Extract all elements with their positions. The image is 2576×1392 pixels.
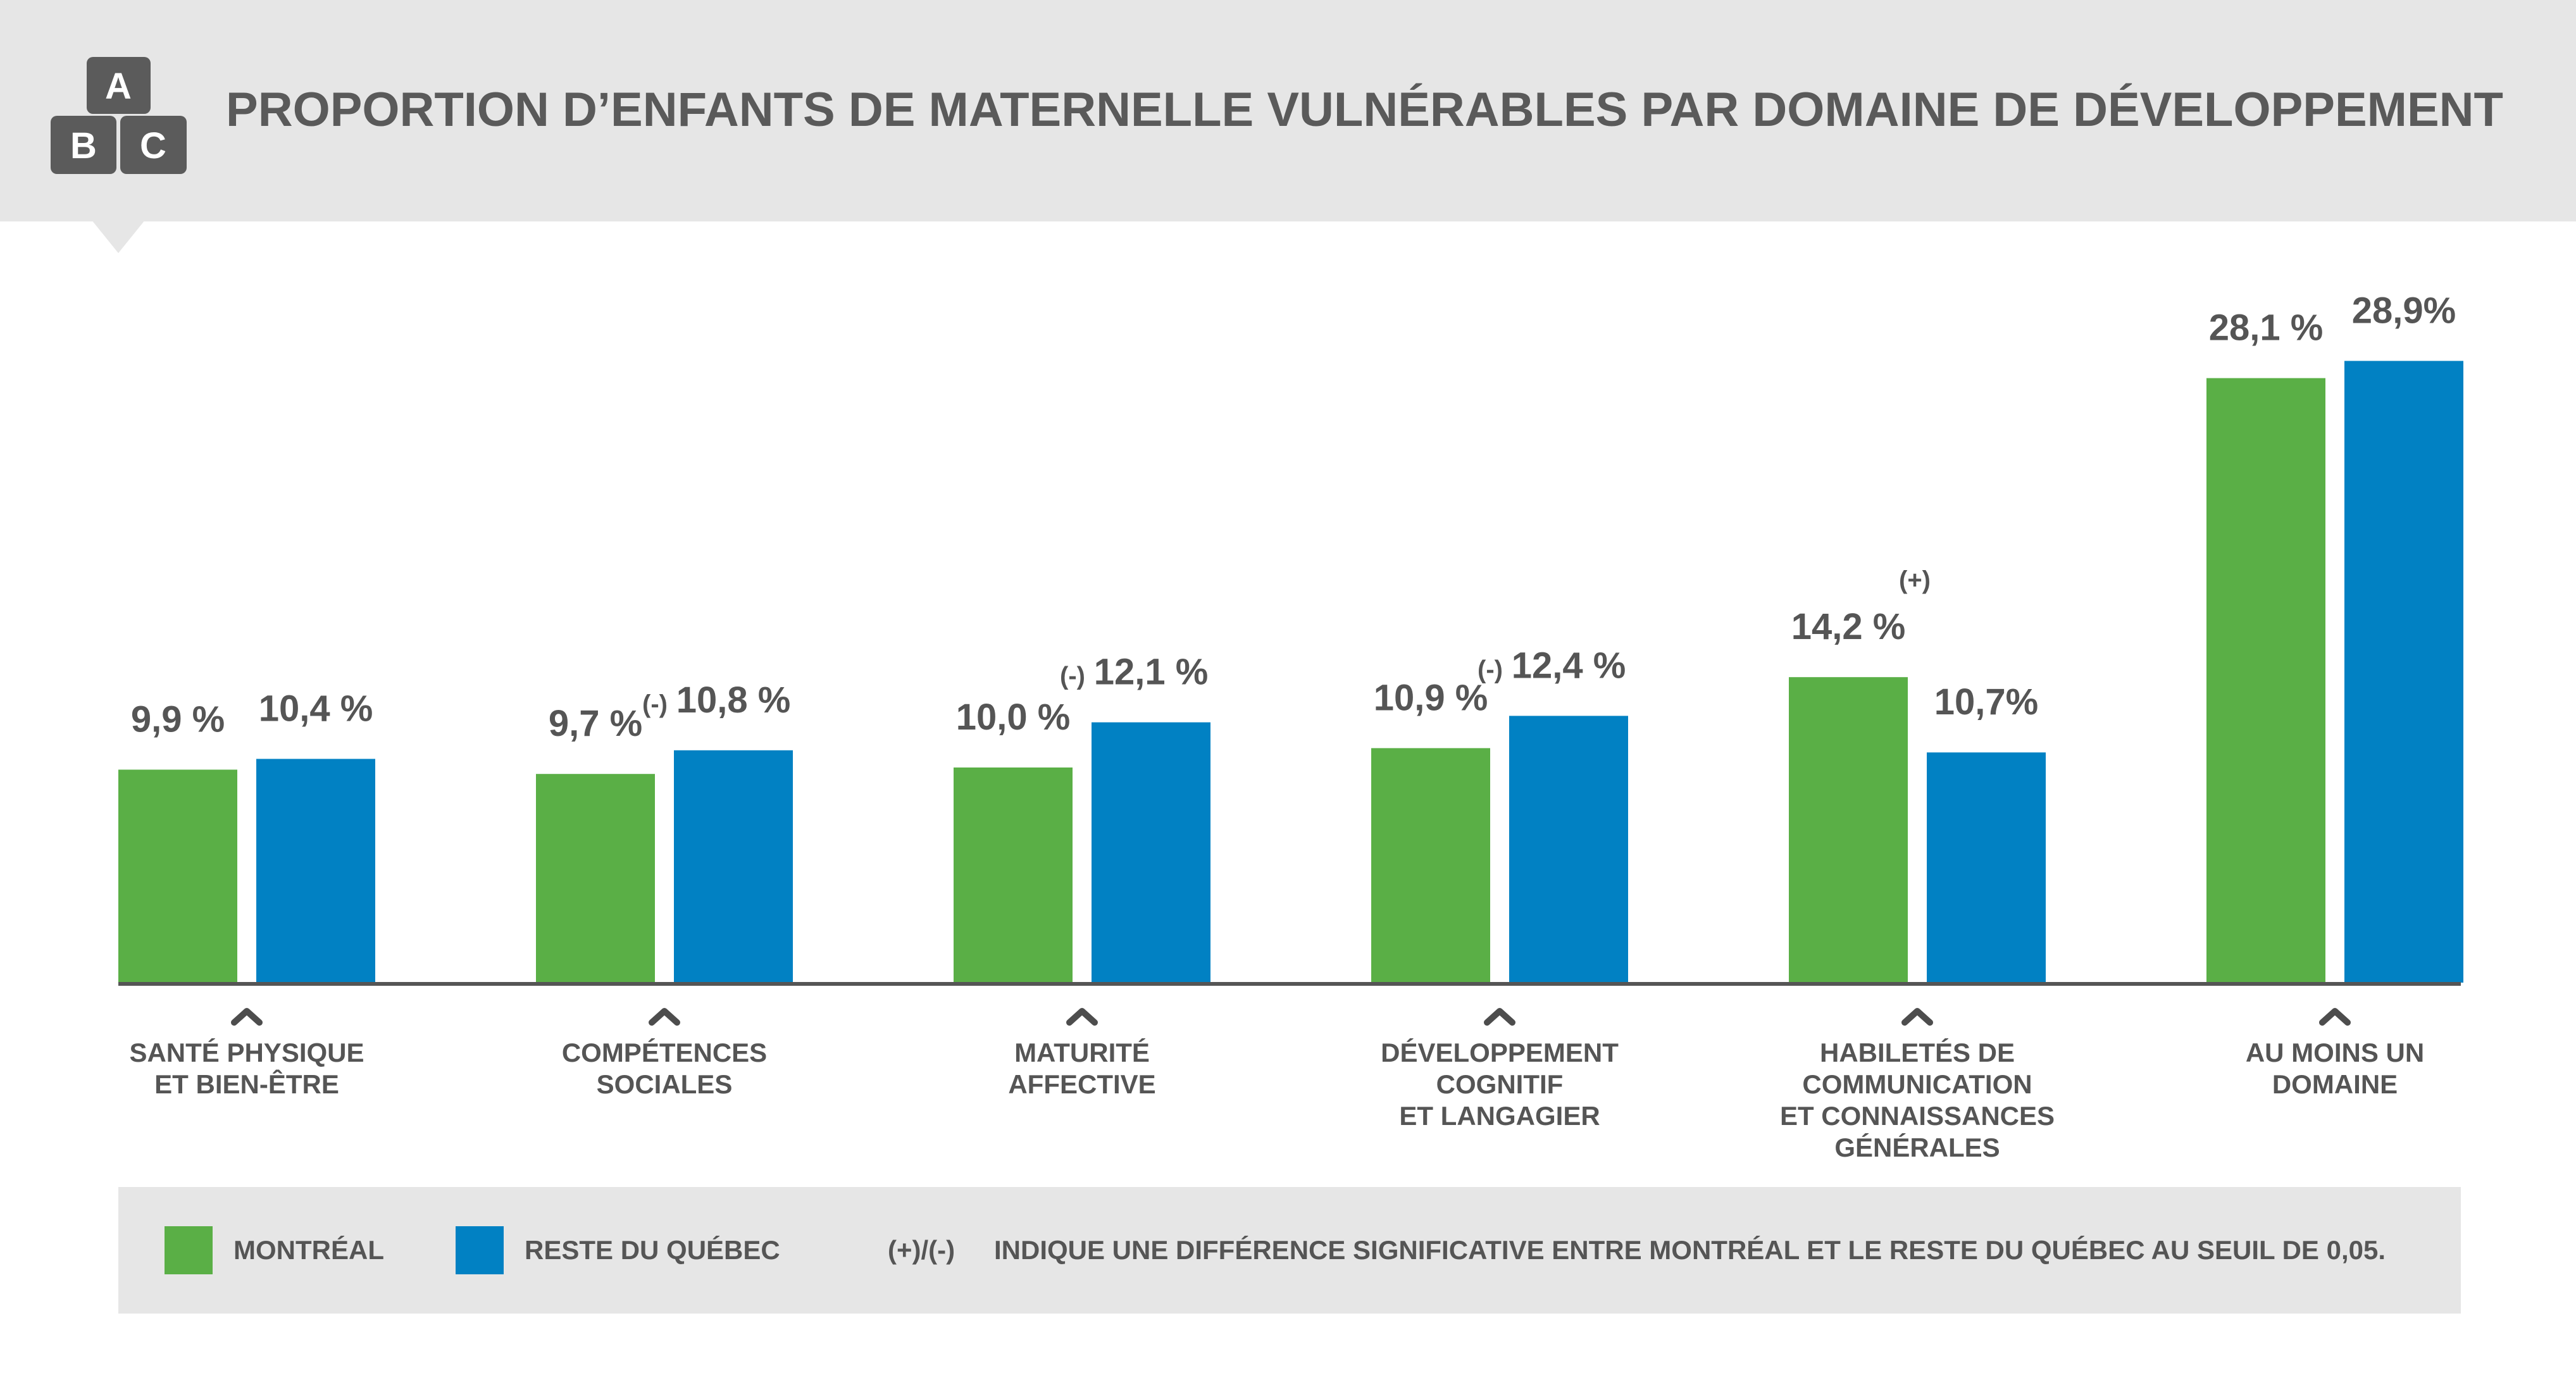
bar-reste-0 [256, 759, 375, 983]
chevron-up-icon [1484, 1008, 1515, 1026]
logo-block-b [51, 116, 116, 174]
bar-montreal-0 [118, 769, 237, 983]
category-label: MATURITÉ [1014, 1038, 1150, 1067]
category-label: AFFECTIVE [1008, 1069, 1155, 1099]
category-label: COGNITIF [1436, 1069, 1564, 1099]
bar-montreal-2 [954, 767, 1073, 983]
data-label-montreal-4: 14,2 % [1791, 606, 1906, 647]
legend-panel: MONTRÉAL RESTE DU QUÉBEC (+)/(-) INDIQUE… [118, 1187, 2461, 1314]
data-label-montreal-2: 10,0 % [956, 697, 1071, 738]
category-label: SOCIALES [597, 1069, 733, 1099]
logo-letter-b: B [70, 125, 97, 166]
category-label: SANTÉ PHYSIQUE [129, 1038, 364, 1067]
legend-swatch-montreal [165, 1226, 213, 1274]
bar-reste-3 [1509, 716, 1628, 983]
significance-marker-montreal-4: (+) [1899, 566, 1931, 594]
data-label-reste-1: 10,8 % [676, 680, 791, 721]
data-label-montreal-1: 9,7 % [549, 703, 642, 744]
category-label: COMMUNICATION [1802, 1069, 2032, 1099]
logo-letter-c: C [140, 125, 166, 166]
category-label: ET CONNAISSANCES [1780, 1101, 2055, 1131]
category-label: ET LANGAGIER [1399, 1101, 1600, 1131]
logo-block-a [87, 57, 151, 114]
significance-marker-reste-3: (-) [1478, 656, 1503, 683]
category-label: GÉNÉRALES [1834, 1133, 2000, 1162]
bar-montreal-5 [2206, 378, 2325, 983]
data-label-reste-5: 28,9% [2352, 290, 2456, 331]
chevron-up-icon [2319, 1008, 2351, 1026]
category-label: ET BIEN-ÊTRE [154, 1069, 339, 1099]
logo-block-c [120, 116, 187, 174]
bar-montreal-4 [1789, 677, 1908, 983]
data-label-montreal-0: 9,9 % [131, 699, 225, 740]
bar-reste-4 [1927, 752, 2046, 983]
legend-label-reste: RESTE DU QUÉBEC [525, 1235, 780, 1265]
category-label: HABILETÉS DE [1820, 1038, 2015, 1067]
chevron-up-icon [1901, 1008, 1933, 1026]
data-label-reste-0: 10,4 % [259, 688, 373, 729]
header-notch [92, 220, 145, 253]
bar-montreal-3 [1371, 748, 1490, 983]
bar-reste-1 [674, 750, 793, 983]
significance-marker-reste-1: (-) [642, 690, 668, 718]
chevron-up-icon [231, 1008, 263, 1026]
header-bar [0, 0, 2576, 221]
category-label: COMPÉTENCES [562, 1038, 767, 1067]
abc-blocks-icon: A B C [51, 57, 187, 174]
significance-marker-reste-2: (-) [1060, 662, 1085, 690]
bar-reste-5 [2344, 361, 2463, 983]
bar-montreal-1 [536, 774, 655, 983]
category-label: DOMAINE [2272, 1069, 2398, 1099]
page-title: PROPORTION D’ENFANTS DE MATERNELLE VULNÉ… [226, 83, 2503, 137]
category-label: DÉVELOPPEMENT [1381, 1038, 1619, 1067]
bar-reste-2 [1092, 722, 1210, 983]
data-label-reste-3: 12,4 % [1512, 645, 1626, 686]
chevron-up-icon [1066, 1008, 1098, 1026]
legend-swatch-reste [456, 1226, 504, 1274]
data-label-montreal-3: 10,9 % [1374, 677, 1488, 718]
chevron-up-icon [649, 1008, 680, 1026]
data-label-montreal-5: 28,1 % [2209, 308, 2324, 349]
legend-label-montreal: MONTRÉAL [233, 1235, 384, 1265]
legend-note-symbols: (+)/(-) [888, 1235, 955, 1265]
legend-note-text: INDIQUE UNE DIFFÉRENCE SIGNIFICATIVE ENT… [994, 1235, 2386, 1265]
data-label-reste-2: 12,1 % [1094, 652, 1209, 693]
data-label-reste-4: 10,7% [1934, 681, 2038, 723]
category-label: AU MOINS UN [2246, 1038, 2424, 1067]
logo-letter-a: A [105, 66, 132, 107]
